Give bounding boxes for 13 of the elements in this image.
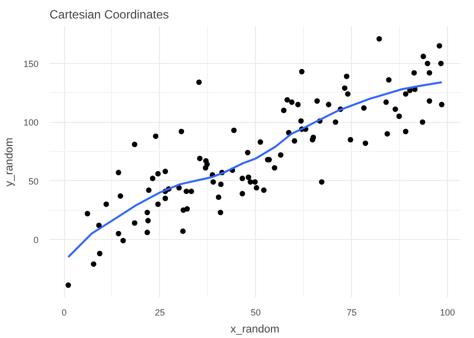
y-tick-label: 0	[33, 234, 39, 245]
y-axis-title: y_random	[3, 138, 16, 186]
line-series	[67, 81, 443, 258]
y-tick-label: 150	[23, 58, 39, 69]
x-tick-label: 75	[346, 308, 357, 318]
x-tick-label: 0	[62, 308, 67, 318]
x-tick-label: 50	[250, 308, 261, 318]
x-axis-title: x_random	[230, 324, 280, 336]
y-tick-label: 50	[28, 176, 39, 186]
y-tick-label: 100	[23, 118, 39, 128]
x-tick-label: 100	[440, 308, 455, 318]
x-tick-label: 25	[154, 308, 165, 318]
chart-title: Cartesian Coordinates	[50, 8, 169, 22]
